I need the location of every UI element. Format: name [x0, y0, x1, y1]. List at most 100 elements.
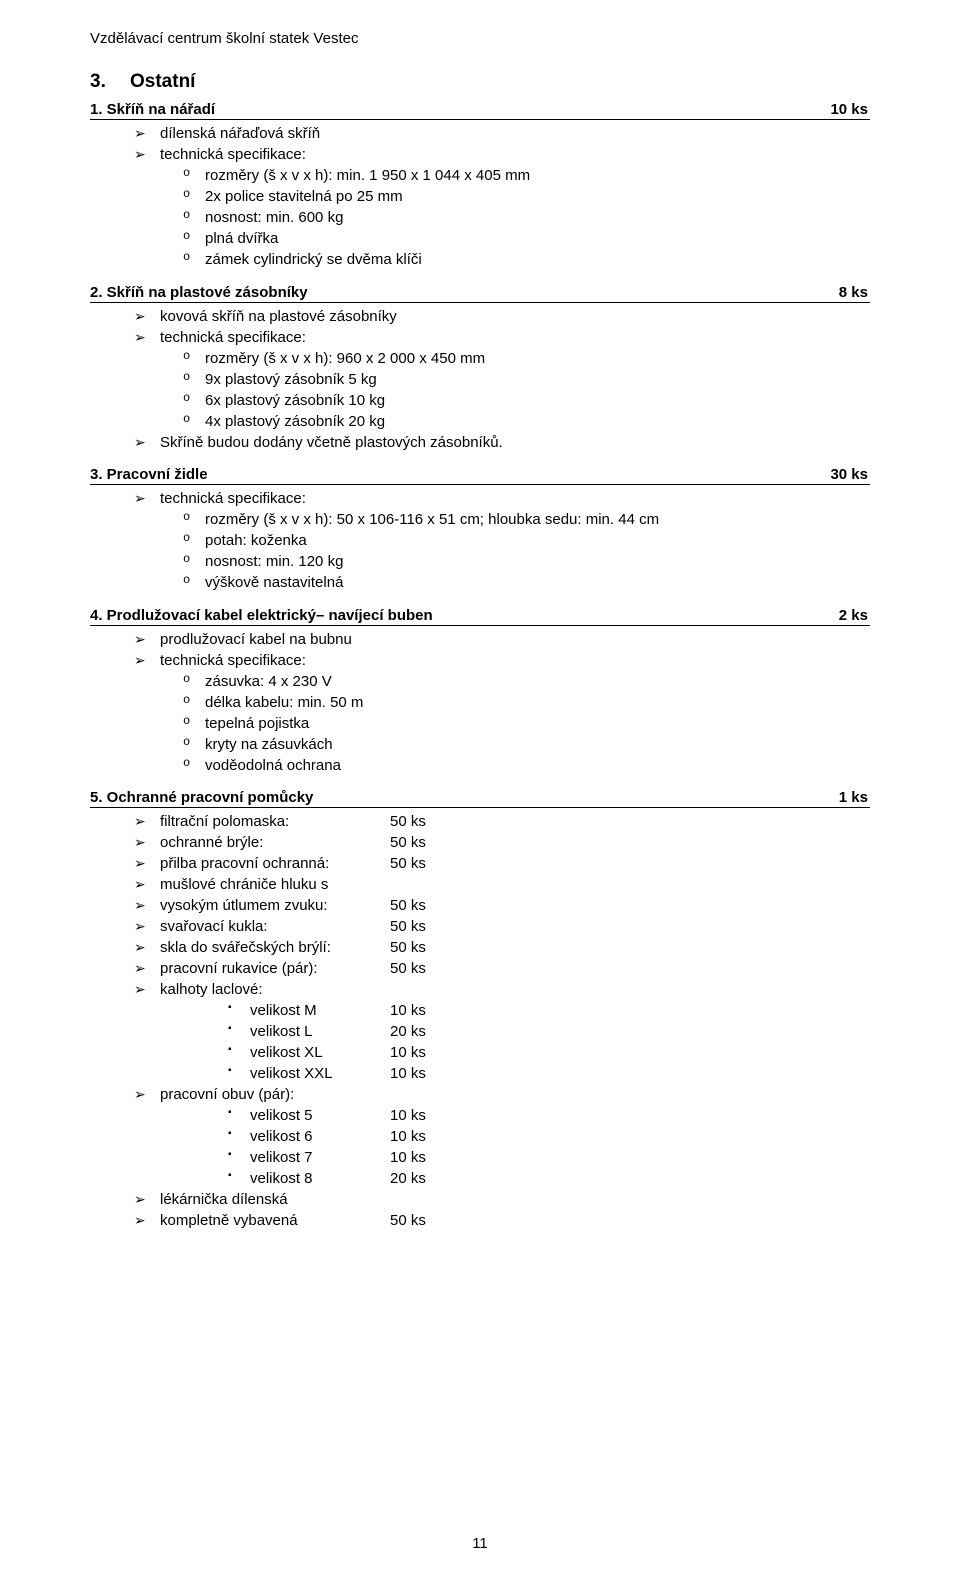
bullet-kv-item: přilba pracovní ochranná:50 ks	[160, 854, 870, 874]
sub-kv-item: velikost M10 ks	[250, 1001, 870, 1021]
item-qty: 2 ks	[839, 607, 870, 624]
sub-kv-label: velikost M	[250, 1001, 390, 1021]
sub-bullet-item: tepelná pojistka	[205, 714, 870, 734]
bullet-list: dílenská nářaďová skříňtechnická specifi…	[90, 124, 870, 270]
sub-bullet-item: plná dvířka	[205, 229, 870, 249]
sub-kv-label: velikost 5	[250, 1106, 390, 1126]
kv-label: kalhoty laclové:	[160, 980, 390, 1000]
sub-bullet-list: rozměry (š x v x h): min. 1 950 x 1 044 …	[160, 166, 870, 270]
kv-value: 50 ks	[390, 896, 426, 916]
item-title: 4. Prodlužovací kabel elektrický– navíje…	[90, 607, 433, 624]
kv-label: vysokým útlumem zvuku:	[160, 896, 390, 916]
bullet-text: kovová skříň na plastové zásobníky	[160, 308, 397, 325]
kv-value: 50 ks	[390, 854, 426, 874]
sub-kv-item: velikost XXL10 ks	[250, 1064, 870, 1084]
sub-kv-label: velikost XXL	[250, 1064, 390, 1084]
item-row: 2. Skříň na plastové zásobníky 8 ks	[90, 284, 870, 303]
bullet-item: technická specifikace: rozměry (š x v x h…	[160, 489, 870, 593]
kv-label: pracovní rukavice (pár):	[160, 959, 390, 979]
bullet-kv-item: filtrační polomaska:50 ks	[160, 812, 870, 832]
item-row: 4. Prodlužovací kabel elektrický– navíje…	[90, 607, 870, 626]
bullet-text: technická specifikace:	[160, 652, 306, 669]
kv-label: kompletně vybavená	[160, 1211, 390, 1231]
page-number: 11	[0, 1535, 960, 1552]
kv-label: přilba pracovní ochranná:	[160, 854, 390, 874]
kv-label: mušlové chrániče hluku s	[160, 875, 390, 895]
page: Vzdělávací centrum školní statek Vestec …	[0, 0, 960, 1570]
kv-label: lékárnička dílenská	[160, 1190, 390, 1210]
item-qty: 10 ks	[830, 101, 870, 118]
sub-kv-value: 10 ks	[390, 1148, 426, 1168]
kv-label: filtrační polomaska:	[160, 812, 390, 832]
bullet-kv-item: kompletně vybavená50 ks	[160, 1211, 870, 1231]
page-header: Vzdělávací centrum školní statek Vestec	[90, 30, 870, 47]
kv-label: svařovací kukla:	[160, 917, 390, 937]
bullet-kv-item: mušlové chrániče hluku s	[160, 875, 870, 895]
bullet-text: technická specifikace:	[160, 490, 306, 507]
kv-value: 50 ks	[390, 959, 426, 979]
item-row: 3. Pracovní židle 30 ks	[90, 466, 870, 485]
sub-bullet-list: rozměry (š x v x h): 50 x 106-116 x 51 c…	[160, 510, 870, 593]
sub-kv-list: velikost M10 ksvelikost L20 ksvelikost X…	[160, 1001, 870, 1084]
sub-kv-value: 20 ks	[390, 1169, 426, 1189]
sub-bullet-item: zásuvka: 4 x 230 V	[205, 672, 870, 692]
sub-bullet-item: rozměry (š x v x h): 50 x 106-116 x 51 c…	[205, 510, 870, 530]
sub-kv-item: velikost 510 ks	[250, 1106, 870, 1126]
kv-label: pracovní obuv (pár):	[160, 1085, 390, 1105]
item-title: 2. Skříň na plastové zásobníky	[90, 284, 308, 301]
sub-bullet-item: výškově nastavitelná	[205, 573, 870, 593]
sub-bullet-item: nosnost: min. 120 kg	[205, 552, 870, 572]
sub-kv-value: 20 ks	[390, 1022, 426, 1042]
sub-bullet-item: rozměry (š x v x h): min. 1 950 x 1 044 …	[205, 166, 870, 186]
sub-bullet-item: potah: koženka	[205, 531, 870, 551]
bullet-list: technická specifikace: rozměry (š x v x h…	[90, 489, 870, 593]
sub-bullet-list: rozměry (š x v x h): 960 x 2 000 x 450 m…	[160, 349, 870, 432]
sub-kv-label: velikost XL	[250, 1043, 390, 1063]
item-row: 1. Skříň na nářadí10 ks	[90, 101, 870, 120]
section-title-text: Ostatní	[130, 71, 195, 92]
bullet-list: filtrační polomaska:50 ksochranné brýle:…	[90, 812, 870, 1231]
bullet-text: prodlužovací kabel na bubnu	[160, 631, 352, 648]
kv-value: 50 ks	[390, 917, 426, 937]
bullet-list: prodlužovací kabel na bubnu technická spe…	[90, 630, 870, 776]
sub-bullet-item: kryty na zásuvkách	[205, 735, 870, 755]
bullet-kv-item: vysokým útlumem zvuku:50 ks	[160, 896, 870, 916]
sub-kv-label: velikost L	[250, 1022, 390, 1042]
sub-bullet-item: 6x plastový zásobník 10 kg	[205, 391, 870, 411]
sub-kv-item: velikost XL10 ks	[250, 1043, 870, 1063]
sub-bullet-item: voděodolná ochrana	[205, 756, 870, 776]
sub-kv-item: velikost 610 ks	[250, 1127, 870, 1147]
bullet-text: technická specifikace:	[160, 329, 306, 346]
section-number: 3.	[90, 71, 130, 93]
sub-kv-label: velikost 8	[250, 1169, 390, 1189]
kv-label: ochranné brýle:	[160, 833, 390, 853]
bullet-text: Skříně budou dodány včetně plastových zá…	[160, 434, 503, 451]
bullet-kv-item: lékárnička dílenská	[160, 1190, 870, 1210]
bullet-item: technická specifikace: rozměry (š x v x h…	[160, 145, 870, 270]
bullet-item: Skříně budou dodány včetně plastových zá…	[160, 433, 870, 453]
sub-kv-list: velikost 510 ksvelikost 610 ksvelikost 7…	[160, 1106, 870, 1189]
sub-bullet-item: délka kabelu: min. 50 m	[205, 693, 870, 713]
bullet-item: dílenská nářaďová skříň	[160, 124, 870, 144]
bullet-kv-item: svařovací kukla:50 ks	[160, 917, 870, 937]
item-row: 5. Ochranné pracovní pomůcky 1 ks	[90, 789, 870, 808]
sub-bullet-item: nosnost: min. 600 kg	[205, 208, 870, 228]
item-qty: 1 ks	[839, 789, 870, 806]
bullet-text: technická specifikace:	[160, 146, 306, 163]
item-qty: 8 ks	[839, 284, 870, 301]
item-title: 5. Ochranné pracovní pomůcky	[90, 789, 313, 806]
bullet-kv-item: kalhoty laclové:velikost M10 ksvelikost …	[160, 980, 870, 1084]
kv-value: 50 ks	[390, 1211, 426, 1231]
sub-bullet-item: 4x plastový zásobník 20 kg	[205, 412, 870, 432]
item-title: 3. Pracovní židle	[90, 466, 208, 483]
kv-label: skla do svářečských brýlí:	[160, 938, 390, 958]
sub-bullet-item: 2x police stavitelná po 25 mm	[205, 187, 870, 207]
sub-kv-item: velikost L20 ks	[250, 1022, 870, 1042]
bullet-item: technická specifikace: rozměry (š x v x h…	[160, 328, 870, 432]
item-qty: 30 ks	[830, 466, 870, 483]
kv-value: 50 ks	[390, 833, 426, 853]
sub-kv-value: 10 ks	[390, 1043, 426, 1063]
items-container: 1. Skříň na nářadí10 ks dílenská nářaďová…	[90, 101, 870, 1231]
bullet-kv-item: skla do svářečských brýlí:50 ks	[160, 938, 870, 958]
sub-kv-item: velikost 820 ks	[250, 1169, 870, 1189]
